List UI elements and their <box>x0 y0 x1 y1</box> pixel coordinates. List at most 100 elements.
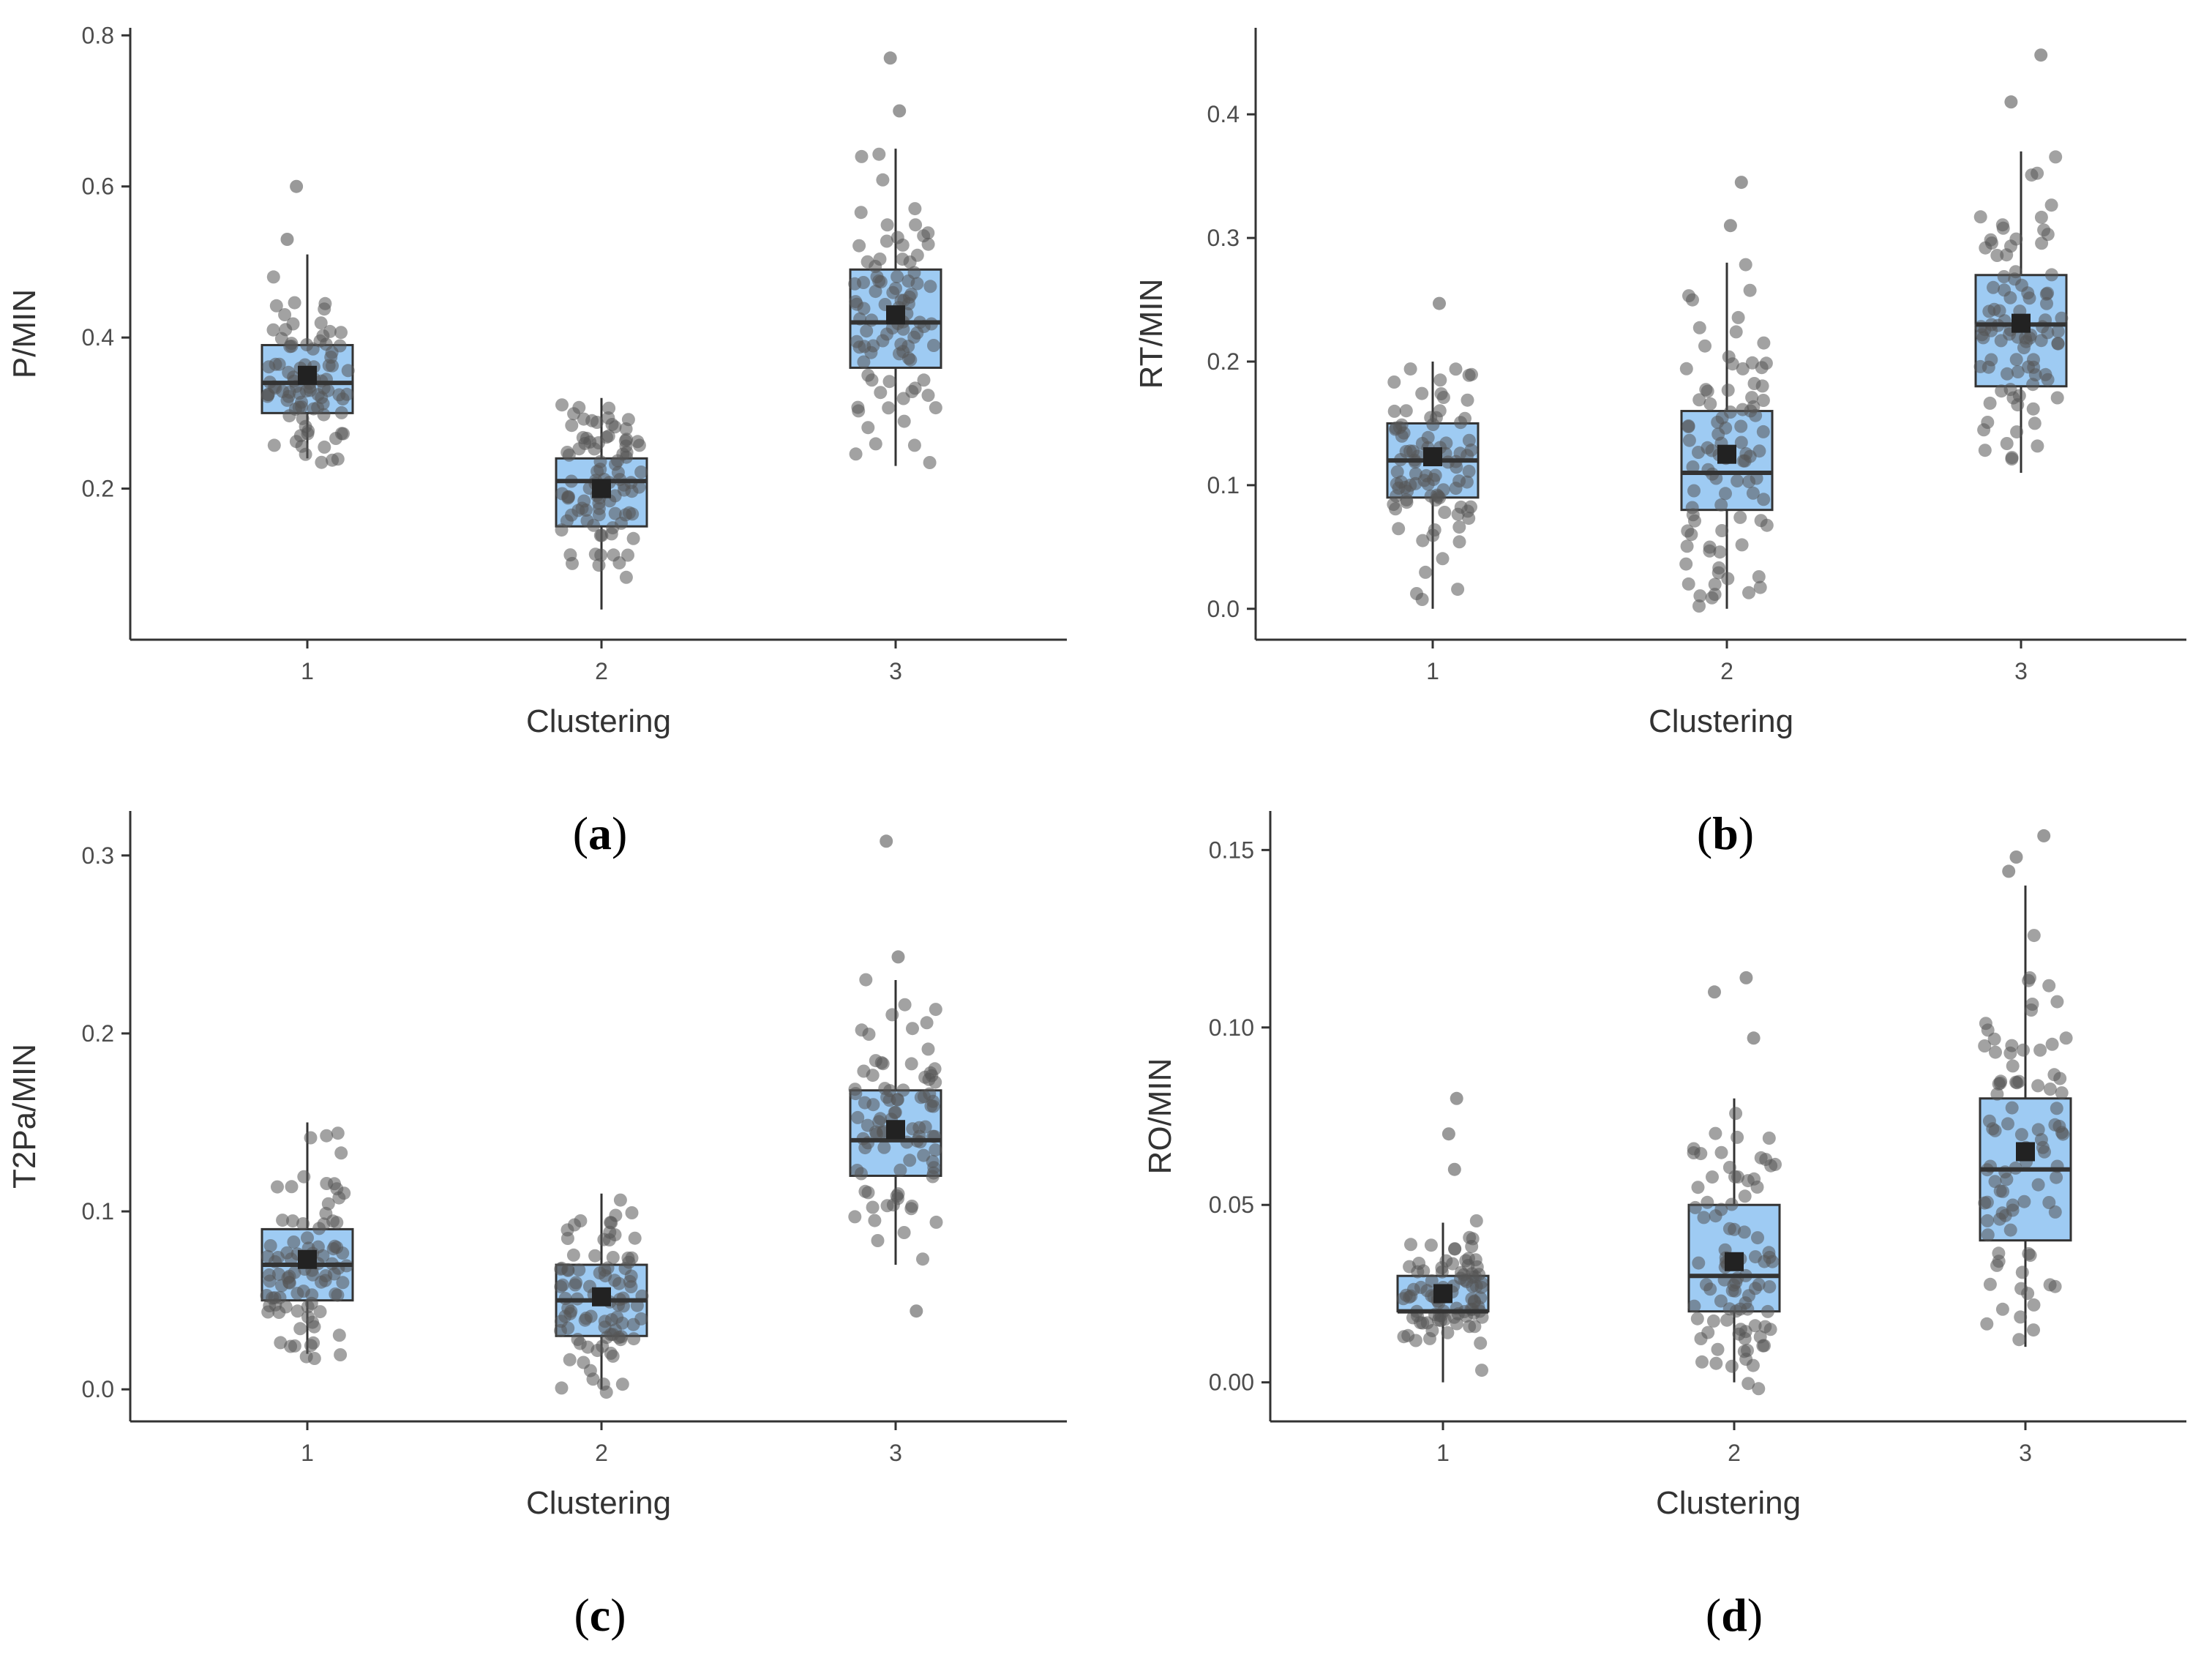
x-axis-title: Clustering <box>526 1485 671 1521</box>
y-tick-label: 0.4 <box>82 324 114 351</box>
data-point <box>1762 1132 1776 1145</box>
data-point <box>869 437 882 451</box>
data-point <box>848 1083 862 1096</box>
box-cluster-1 <box>260 1122 354 1365</box>
data-point <box>1692 599 1706 613</box>
data-point <box>1392 481 1406 495</box>
data-point <box>1688 1200 1702 1214</box>
data-point <box>603 1225 617 1239</box>
data-point <box>555 523 569 537</box>
data-point <box>1745 356 1759 370</box>
data-point <box>1436 483 1450 497</box>
data-point <box>848 1210 862 1224</box>
data-point <box>1679 557 1693 571</box>
y-tick-label: 0.8 <box>82 22 114 48</box>
y-tick-label: 0.00 <box>1209 1369 1254 1396</box>
data-point <box>276 384 290 398</box>
data-point <box>2005 452 2019 466</box>
data-point <box>894 294 908 307</box>
data-point <box>2027 1323 2040 1337</box>
data-point <box>880 1091 894 1104</box>
data-point <box>572 442 586 456</box>
data-point <box>1982 360 1995 374</box>
mean-marker <box>1433 1284 1452 1304</box>
data-point <box>860 324 874 338</box>
data-point <box>866 1200 880 1214</box>
box-cluster-2 <box>1687 971 1782 1396</box>
data-point <box>1692 446 1705 459</box>
data-point <box>331 1126 345 1140</box>
data-point <box>896 238 910 252</box>
mean-marker <box>592 479 611 498</box>
data-point <box>1709 1356 1723 1370</box>
outlier-point <box>1747 1031 1761 1045</box>
data-point <box>1998 1208 2012 1222</box>
data-point <box>2031 1123 2045 1137</box>
outlier-point <box>1441 1127 1455 1141</box>
data-point <box>1715 524 1729 537</box>
data-point <box>1980 1317 1994 1331</box>
data-point <box>1756 394 1770 407</box>
data-point <box>864 345 878 359</box>
data-point <box>611 466 625 479</box>
data-point <box>2033 1043 2047 1057</box>
data-point <box>561 1232 574 1245</box>
data-point <box>334 326 348 340</box>
outlier-point <box>891 950 905 964</box>
data-point <box>849 447 863 461</box>
data-point <box>1682 289 1695 303</box>
x-tick-label: 1 <box>1426 658 1439 684</box>
data-point <box>929 1143 942 1157</box>
data-point <box>272 357 286 371</box>
data-point <box>617 1299 630 1313</box>
data-point <box>882 401 896 415</box>
data-point <box>1692 393 1706 407</box>
data-point <box>886 285 900 299</box>
y-tick-label: 0.0 <box>1207 596 1240 622</box>
mean-marker <box>886 1120 905 1140</box>
data-point <box>290 1304 304 1318</box>
data-point <box>1746 486 1760 500</box>
data-point <box>619 422 633 435</box>
data-point <box>2051 337 2065 351</box>
data-point <box>2017 1043 2030 1057</box>
data-point <box>2000 248 2014 262</box>
data-point <box>1722 1302 1736 1316</box>
data-point <box>1979 241 1992 255</box>
data-point <box>627 1332 641 1346</box>
data-point <box>328 1239 342 1253</box>
data-point <box>311 401 325 415</box>
data-point <box>2017 1194 2031 1208</box>
outlier-point <box>1447 1162 1461 1176</box>
data-point <box>1713 545 1727 559</box>
data-point <box>580 431 593 445</box>
data-point <box>874 1112 888 1126</box>
data-point <box>1688 514 1701 528</box>
x-axis-title: Clustering <box>1656 1485 1801 1521</box>
data-point <box>1734 419 1748 433</box>
data-point <box>1436 552 1450 566</box>
x-tick-label: 2 <box>1720 658 1733 684</box>
data-point <box>2055 311 2069 325</box>
data-point <box>1389 502 1403 516</box>
data-point <box>606 1251 620 1264</box>
data-point <box>880 218 894 232</box>
outlier-point <box>2009 850 2023 864</box>
y-tick-label: 0.2 <box>82 1020 114 1047</box>
data-point <box>1390 465 1404 479</box>
data-point <box>1701 384 1714 398</box>
data-point <box>1987 280 2000 294</box>
data-point <box>1708 588 1722 602</box>
data-point <box>1760 518 1774 532</box>
mean-marker <box>592 1287 611 1306</box>
data-point <box>285 1180 299 1194</box>
panel-b: 0.0 0.1 0.2 0.3 0.4 1 2 3 Clustering RT/MIN (b) <box>1133 28 2186 859</box>
data-point <box>313 1305 327 1319</box>
mean-marker <box>2012 313 2031 333</box>
outlier-point <box>1433 296 1446 310</box>
data-point <box>1993 1184 2007 1198</box>
data-point <box>1419 565 1433 579</box>
data-point <box>1981 1228 1995 1242</box>
data-point <box>1725 357 1739 371</box>
data-point <box>869 260 882 273</box>
